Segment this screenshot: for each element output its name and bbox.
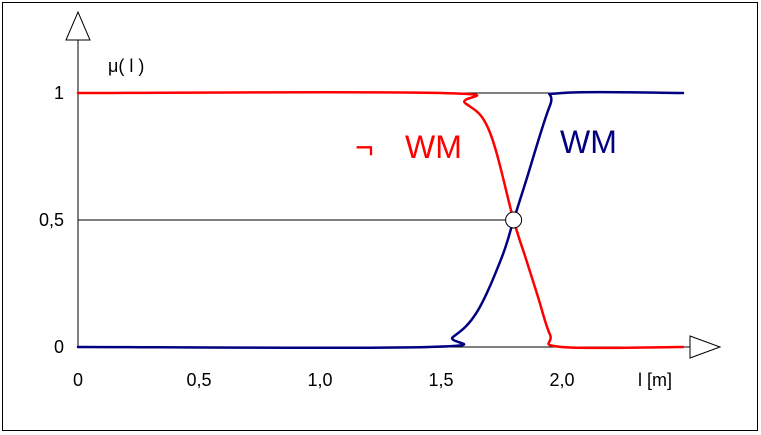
x-axis-arrowhead [689,335,722,359]
crossing-marker [505,211,523,229]
y-tick-label: 0 [54,337,64,357]
neg-wm-label-mark: ¬ [355,129,374,165]
neg-wm-label: WM [405,129,462,165]
series-labels: ¬ WM WM [355,124,617,165]
reference-lines [78,92,562,221]
x-tick-label: 0,5 [186,370,211,390]
y-axis-label: μ( l ) [108,56,144,76]
x-tick-label: 1,0 [307,370,332,390]
x-tick-label: 2,0 [549,370,574,390]
y-tick-labels: 00,51 [39,83,64,357]
y-tick-label: 0,5 [39,210,64,230]
series-line-wm [76,90,685,350]
wm-label: WM [560,124,617,160]
crossing-marker-group [505,211,523,229]
y-tick-label: 1 [54,83,64,103]
x-axis-label: l [m] [638,370,672,390]
x-tick-label: 1,5 [428,370,453,390]
y-axis-arrowhead [65,10,91,41]
chart-frame [2,2,758,431]
x-tick-label: 0 [73,370,83,390]
x-tick-labels: 0 0,5 1,0 1,5 2,0 [73,370,575,390]
axes [65,10,722,359]
